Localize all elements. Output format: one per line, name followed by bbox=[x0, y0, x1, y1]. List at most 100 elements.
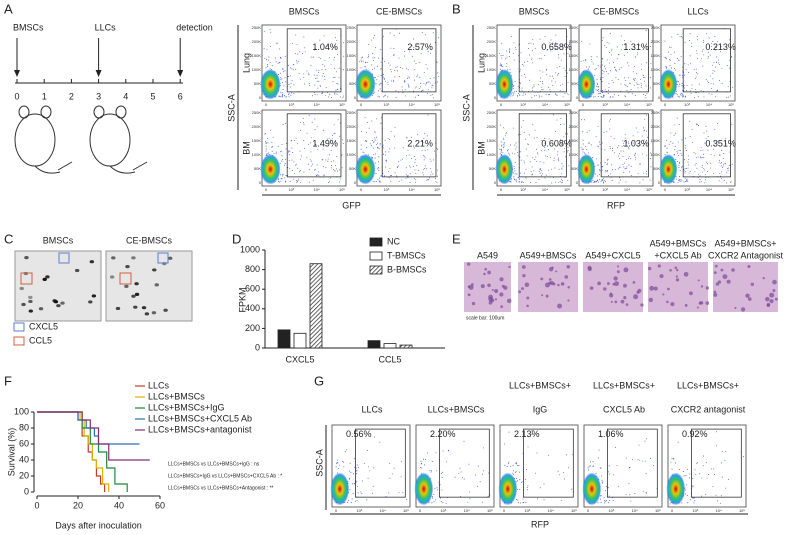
event-dot bbox=[697, 462, 698, 463]
event-dot bbox=[602, 180, 603, 181]
event-dot bbox=[267, 142, 268, 143]
event-dot bbox=[396, 90, 397, 91]
timeline-event: BMSCs bbox=[13, 22, 44, 32]
event-dot bbox=[335, 133, 336, 134]
event-dot bbox=[523, 95, 524, 96]
event-dot bbox=[291, 148, 292, 149]
event-dot bbox=[541, 150, 542, 151]
blot-spot bbox=[125, 265, 129, 268]
event-dot bbox=[343, 56, 344, 57]
event-dot bbox=[503, 139, 504, 140]
cell bbox=[670, 302, 674, 306]
flow-y-tick: 200K bbox=[487, 124, 497, 129]
event-dot bbox=[635, 78, 636, 79]
event-dot bbox=[687, 502, 688, 503]
event-dot bbox=[694, 171, 695, 172]
panel-letter: C bbox=[4, 231, 13, 246]
event-dot bbox=[289, 168, 290, 169]
event-dot bbox=[701, 90, 702, 91]
event-dot bbox=[675, 133, 676, 134]
event-dot bbox=[483, 470, 484, 471]
event-dot bbox=[692, 88, 693, 89]
event-dot bbox=[352, 483, 353, 484]
event-dot bbox=[541, 87, 542, 88]
cell bbox=[526, 305, 529, 308]
event-dot bbox=[536, 182, 537, 183]
flow-y-tick: 150K bbox=[347, 138, 357, 143]
event-dot bbox=[282, 95, 283, 96]
event-dot bbox=[394, 468, 395, 469]
event-dot bbox=[561, 163, 562, 164]
event-dot bbox=[670, 462, 671, 463]
event-dot bbox=[435, 499, 436, 500]
event-dot bbox=[612, 96, 613, 97]
flow-y-tick: 250K bbox=[569, 110, 579, 115]
event-dot bbox=[399, 181, 400, 182]
event-dot bbox=[516, 142, 517, 143]
event-dot bbox=[300, 151, 301, 152]
event-dot bbox=[618, 486, 619, 487]
event-dot bbox=[317, 165, 318, 166]
legend-label: LLCs+BMSCs+CXCL5 Ab bbox=[148, 413, 252, 423]
event-dot bbox=[700, 156, 701, 157]
event-dot bbox=[390, 33, 391, 34]
event-dot bbox=[380, 88, 381, 89]
event-dot bbox=[506, 132, 507, 133]
event-dot bbox=[643, 94, 644, 95]
event-dot bbox=[555, 72, 556, 73]
event-dot bbox=[593, 466, 594, 467]
event-dot bbox=[681, 93, 682, 94]
flow-y-tick: 250K bbox=[252, 110, 262, 115]
event-dot bbox=[528, 43, 529, 44]
cell bbox=[772, 280, 777, 285]
y-tick-label: 60 bbox=[19, 438, 29, 448]
cell bbox=[472, 302, 475, 305]
event-dot bbox=[297, 54, 298, 55]
event-dot bbox=[527, 155, 528, 156]
blot-spot bbox=[163, 309, 167, 312]
event-dot bbox=[610, 70, 611, 71]
gate-percentage: 2.13% bbox=[514, 429, 540, 439]
y-tick-label: 40 bbox=[19, 454, 29, 464]
event-dot bbox=[684, 88, 685, 89]
event-dot bbox=[379, 148, 380, 149]
event-dot bbox=[337, 89, 338, 90]
event-dot bbox=[551, 81, 552, 82]
event-dot bbox=[594, 75, 595, 76]
event-dot bbox=[568, 165, 569, 166]
event-dot bbox=[520, 134, 521, 135]
event-dot bbox=[390, 48, 391, 49]
event-dot bbox=[381, 176, 382, 177]
event-dot bbox=[633, 79, 634, 80]
event-dot bbox=[597, 84, 598, 85]
event-dot bbox=[732, 87, 733, 88]
event-dot bbox=[372, 140, 373, 141]
cell bbox=[705, 301, 709, 305]
event-dot bbox=[523, 65, 524, 66]
event-dot bbox=[405, 95, 406, 96]
event-dot bbox=[717, 90, 718, 91]
event-dot bbox=[608, 471, 609, 472]
event-dot bbox=[385, 155, 386, 156]
event-dot bbox=[597, 90, 598, 91]
blot-spot bbox=[152, 311, 156, 314]
event-dot bbox=[595, 96, 596, 97]
event-dot bbox=[635, 153, 636, 154]
event-dot bbox=[714, 155, 715, 156]
event-dot bbox=[522, 90, 523, 91]
event-dot bbox=[565, 133, 566, 134]
event-dot bbox=[324, 76, 325, 77]
event-dot bbox=[615, 70, 616, 71]
event-dot bbox=[731, 56, 732, 57]
event-dot bbox=[647, 137, 648, 138]
event-dot bbox=[514, 91, 515, 92]
event-dot bbox=[568, 467, 569, 468]
event-dot bbox=[345, 451, 346, 452]
plot-title: LLCs bbox=[361, 404, 383, 414]
event-dot bbox=[324, 175, 325, 176]
event-dot bbox=[512, 92, 513, 93]
event-dot bbox=[384, 175, 385, 176]
blot-spot bbox=[131, 295, 135, 298]
event-dot bbox=[633, 71, 634, 72]
event-dot bbox=[671, 54, 672, 55]
